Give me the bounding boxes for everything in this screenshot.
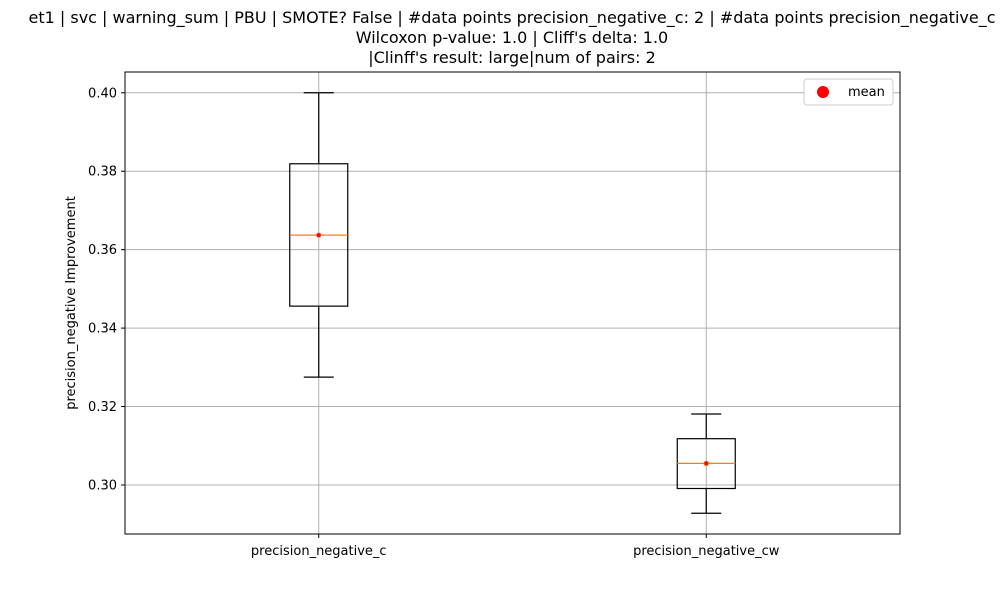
chart-title: et1 | svc | warning_sum | PBU | SMOTE? F… [29,8,996,67]
legend-mean-marker [817,86,829,98]
title-line-1: et1 | svc | warning_sum | PBU | SMOTE? F… [29,8,996,28]
y-axis-label: precision_negative Improvement [64,196,79,410]
y-tick-label: 0.30 [88,478,117,493]
y-gridlines [125,92,900,486]
plot-area-frame [124,71,901,535]
x-tick-label: precision_negative_c [251,544,387,559]
y-tick-label: 0.34 [88,322,117,337]
title-line-3: |Clinff's result: large|num of pairs: 2 [368,48,656,67]
y-tick-label: 0.40 [88,86,117,101]
title-line-2: Wilcoxon p-value: 1.0 | Cliff's delta: 1… [356,28,668,47]
boxes-group [289,92,736,514]
mean-marker [703,460,709,467]
y-tick-label: 0.36 [88,243,117,258]
x-tick-label: precision_negative_cw [633,544,780,559]
y-axis: 0.30 0.32 0.34 0.36 0.38 0.40 [88,86,125,493]
legend-frame [803,78,894,106]
x-axis: precision_negative_c precision_negative_c… [251,534,780,559]
mean-marker [316,232,322,238]
box-precision_negative_c [289,92,349,378]
box-precision_negative_cw [676,413,736,514]
y-tick-label: 0.38 [88,165,117,180]
legend-mean-label: mean [848,85,885,100]
y-tick-label: 0.32 [88,400,117,415]
legend: mean [803,78,894,106]
